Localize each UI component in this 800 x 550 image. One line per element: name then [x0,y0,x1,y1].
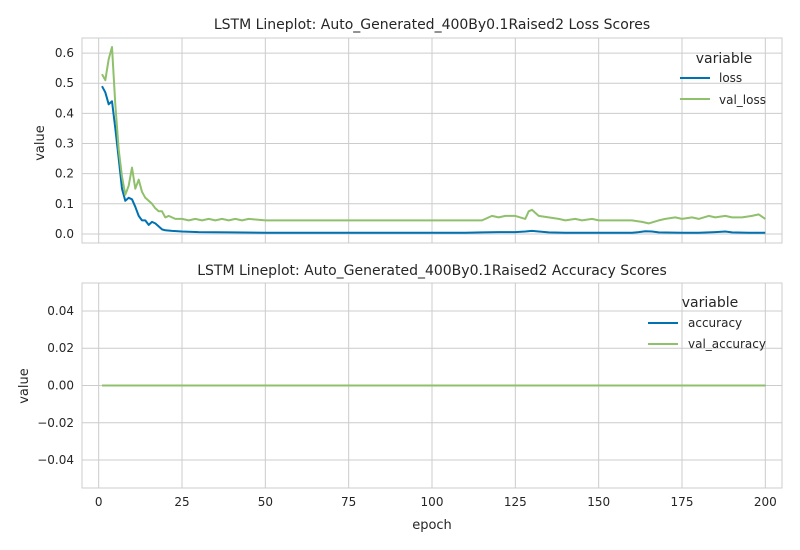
accuracy-y-tick-label: 0.00 [47,379,74,393]
loss-y-tick-label: 0.0 [55,227,74,241]
accuracy-y-axis-label: value [17,368,32,404]
accuracy-chart: LSTM Lineplot: Auto_Generated_400By0.1Ra… [17,263,783,533]
accuracy-chart-title: LSTM Lineplot: Auto_Generated_400By0.1Ra… [197,263,667,279]
legend-label-accuracy: accuracy [688,316,742,330]
loss-series-lines [101,46,766,234]
accuracy-x-tick-label: 100 [421,495,444,509]
loss-chart-title: LSTM Lineplot: Auto_Generated_400By0.1Ra… [214,17,650,33]
accuracy-x-tick-label: 200 [754,495,777,509]
loss-plot-frame [81,37,783,244]
legend-label-val-accuracy: val_accuracy [688,337,766,351]
loss-legend: variable loss val_loss [680,51,766,107]
accuracy-y-tick-label: 0.02 [47,341,74,355]
loss-y-tick-label: 0.4 [55,106,74,120]
loss-y-tick-label: 0.6 [55,46,74,60]
accuracy-y-tick-label: −0.04 [37,453,74,467]
loss-y-axis-label: value [33,125,48,161]
loss-y-tick-label: 0.2 [55,167,74,181]
loss-grid [82,38,782,243]
accuracy-x-tick-label: 0 [95,495,103,509]
accuracy-x-tick-label: 175 [671,495,694,509]
loss-chart: LSTM Lineplot: Auto_Generated_400By0.1Ra… [33,17,783,244]
series-line-val-loss [101,46,766,225]
accuracy-x-tick-label: 75 [341,495,356,509]
accuracy-x-tick-label: 50 [258,495,273,509]
accuracy-legend: variable accuracy val_accuracy [648,295,766,351]
accuracy-x-tick-label: 150 [587,495,610,509]
loss-y-ticks: 0.0 0.1 0.2 0.3 0.4 0.5 0.6 [55,46,74,241]
loss-y-tick-label: 0.3 [55,137,74,151]
accuracy-y-ticks: −0.04 −0.02 0.00 0.02 0.04 [37,304,74,467]
accuracy-y-tick-label: 0.04 [47,304,74,318]
loss-y-tick-label: 0.1 [55,197,74,211]
loss-legend-title: variable [696,51,752,67]
legend-label-loss: loss [719,71,742,85]
series-line-loss [101,85,766,234]
loss-y-tick-label: 0.5 [55,76,74,90]
x-axis-label: epoch [412,518,452,533]
accuracy-x-ticks: 0 25 50 75 100 125 150 175 200 [95,495,777,509]
accuracy-x-tick-label: 25 [174,495,189,509]
accuracy-x-tick-label: 125 [504,495,527,509]
accuracy-plot-frame [81,282,783,489]
accuracy-legend-title: variable [682,295,738,311]
legend-label-val-loss: val_loss [719,93,766,107]
accuracy-y-tick-label: −0.02 [37,416,74,430]
